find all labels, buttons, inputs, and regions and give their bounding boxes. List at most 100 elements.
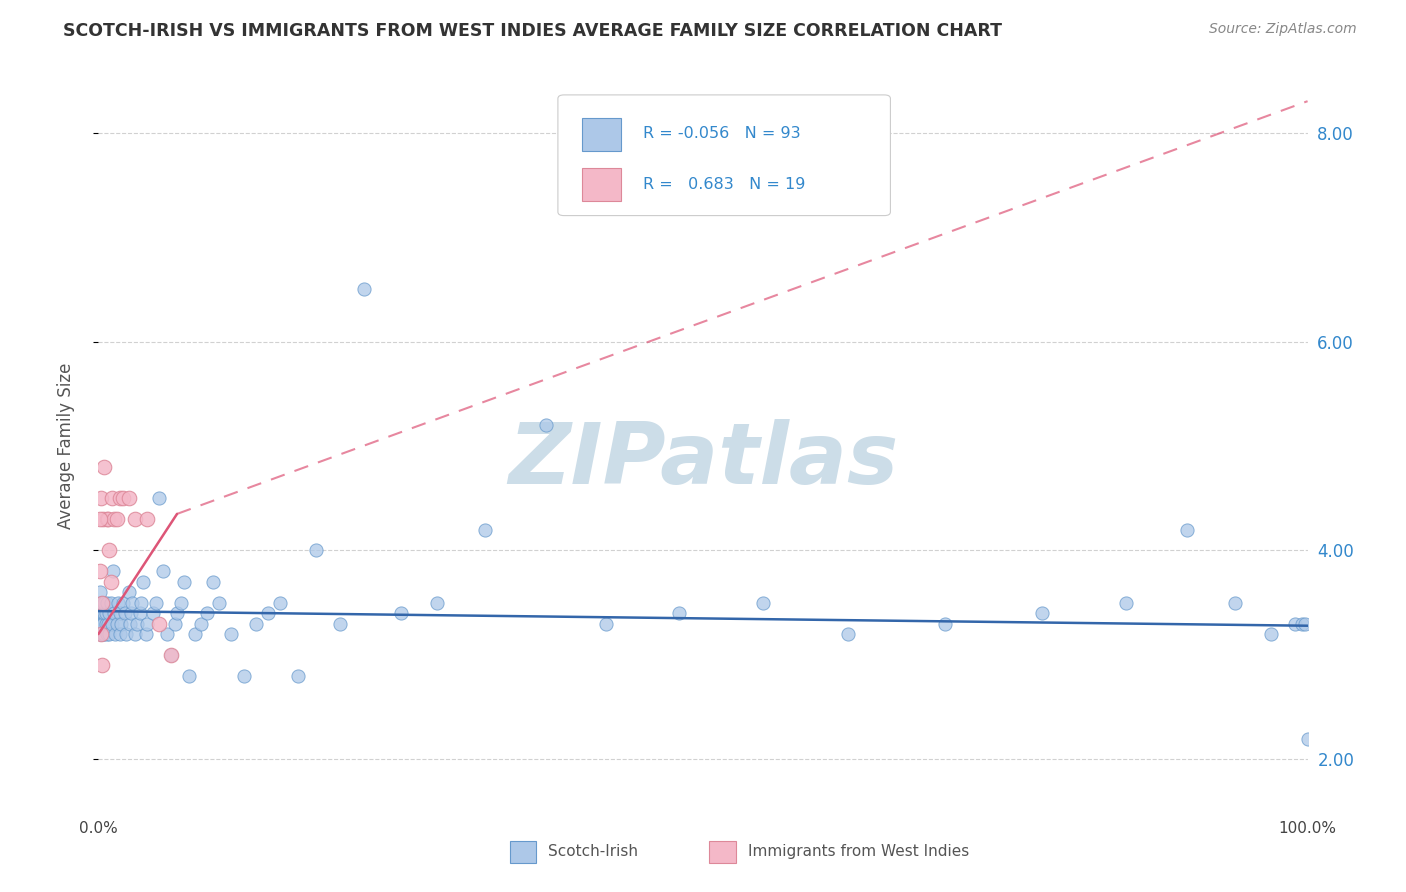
Point <box>100 616 122 631</box>
Point <box>129 596 152 610</box>
Point <box>90 627 112 641</box>
Point <box>101 565 124 579</box>
Point <box>103 512 125 526</box>
Point <box>108 606 131 620</box>
Point <box>98 627 121 641</box>
Point <box>595 616 617 631</box>
Point <box>837 627 859 641</box>
Text: Source: ZipAtlas.com: Source: ZipAtlas.com <box>1209 22 1357 37</box>
Point <box>100 574 122 589</box>
Point <box>98 543 121 558</box>
Point <box>107 596 129 610</box>
Point <box>1115 596 1137 610</box>
Point <box>1223 596 1246 610</box>
Point <box>97 616 120 631</box>
Point <box>329 616 352 631</box>
Point <box>474 523 496 537</box>
Point <box>148 616 170 631</box>
Point <box>91 627 114 641</box>
Point <box>96 512 118 526</box>
Point <box>1175 523 1198 537</box>
Point <box>93 459 115 474</box>
Point <box>120 606 142 620</box>
Point <box>173 574 195 589</box>
Point <box>91 606 114 620</box>
Point <box>100 491 122 506</box>
Point <box>94 616 117 631</box>
Point <box>89 596 111 610</box>
FancyBboxPatch shape <box>558 95 890 216</box>
Point <box>96 596 118 610</box>
Point <box>256 606 278 620</box>
Point <box>124 627 146 641</box>
Point <box>103 606 125 620</box>
Y-axis label: Average Family Size: Average Family Size <box>56 363 75 529</box>
Point <box>184 627 207 641</box>
Point <box>91 616 114 631</box>
Point <box>91 596 114 610</box>
Point <box>668 606 690 620</box>
Point <box>90 627 112 641</box>
Point <box>89 585 111 599</box>
Point <box>195 606 218 620</box>
Point <box>91 606 114 620</box>
Point <box>90 491 112 506</box>
Point <box>163 616 186 631</box>
Point <box>114 606 136 620</box>
Point <box>89 616 111 631</box>
Point <box>148 491 170 506</box>
Point <box>118 585 141 599</box>
Point <box>115 627 138 641</box>
Point <box>135 627 157 641</box>
Point <box>190 616 212 631</box>
Point <box>91 627 114 641</box>
Point <box>121 596 143 610</box>
Point <box>202 574 225 589</box>
Point <box>132 574 155 589</box>
Point <box>93 606 115 620</box>
Point <box>89 565 111 579</box>
Point <box>152 565 174 579</box>
Point <box>156 627 179 641</box>
Point <box>534 418 557 433</box>
Point <box>96 627 118 641</box>
Point <box>94 606 117 620</box>
Point <box>135 616 157 631</box>
Point <box>105 616 128 631</box>
Point <box>166 606 188 620</box>
Text: ZIPatlas: ZIPatlas <box>508 419 898 502</box>
Text: R = -0.056   N = 93: R = -0.056 N = 93 <box>643 126 800 141</box>
Point <box>221 627 243 641</box>
Point <box>934 616 956 631</box>
Point <box>160 648 183 662</box>
Point <box>97 512 120 526</box>
Point <box>89 627 111 641</box>
Point <box>93 627 115 641</box>
Bar <box>582 168 621 201</box>
Point <box>110 616 132 631</box>
Point <box>90 616 112 631</box>
Point <box>135 512 157 526</box>
Point <box>389 606 412 620</box>
Point <box>179 669 201 683</box>
Point <box>93 596 115 610</box>
Point <box>145 596 167 610</box>
Point <box>1031 606 1053 620</box>
Bar <box>509 841 536 863</box>
Point <box>90 606 112 620</box>
Point <box>90 596 112 610</box>
Point <box>89 606 111 620</box>
Point <box>98 606 121 620</box>
Point <box>111 491 134 506</box>
Point <box>1294 616 1316 631</box>
Point <box>111 596 134 610</box>
Text: SCOTCH-IRISH VS IMMIGRANTS FROM WEST INDIES AVERAGE FAMILY SIZE CORRELATION CHAR: SCOTCH-IRISH VS IMMIGRANTS FROM WEST IND… <box>63 22 1002 40</box>
Point <box>426 596 449 610</box>
Point <box>108 627 131 641</box>
Point <box>104 627 127 641</box>
Point <box>232 669 254 683</box>
Point <box>752 596 775 610</box>
Point <box>169 596 191 610</box>
Point <box>269 596 291 610</box>
Point <box>1284 616 1306 631</box>
